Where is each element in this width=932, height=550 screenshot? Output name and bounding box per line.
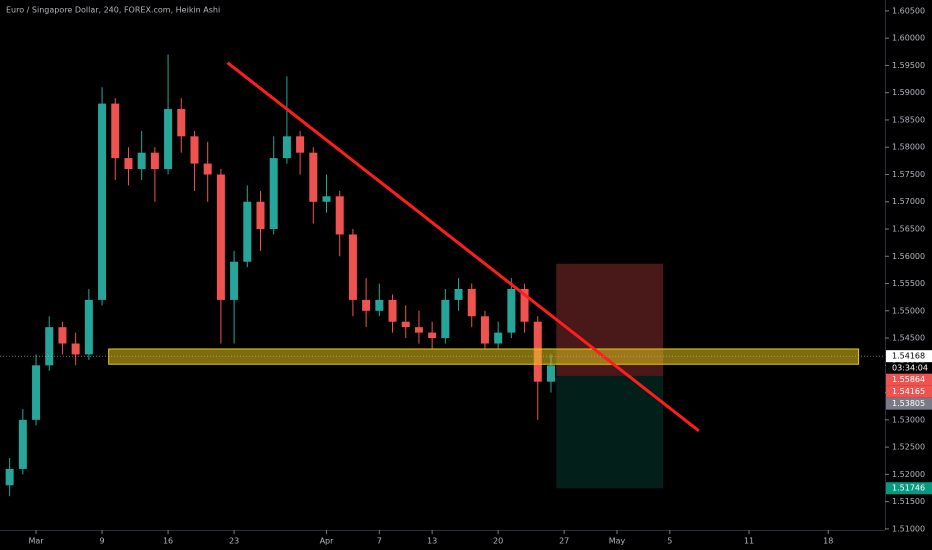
candle-body — [18, 419, 27, 469]
y-tick-label: 1.53000 — [892, 415, 925, 424]
candle-body — [335, 196, 344, 235]
candle-body — [124, 158, 133, 170]
price-tag-label: 1.55864 — [892, 375, 925, 384]
y-tick-label: 1.60000 — [892, 34, 925, 43]
candle-body — [467, 288, 476, 317]
x-tick-label: Apr — [320, 537, 335, 546]
y-tick-label: 1.59000 — [892, 88, 925, 97]
target-zone — [556, 375, 664, 489]
candle-body — [58, 327, 67, 344]
x-tick-label: 9 — [100, 537, 105, 546]
x-tick-label: 13 — [427, 537, 437, 546]
price-tag-label: 1.51746 — [892, 484, 925, 493]
candle-body — [203, 163, 212, 175]
candle-body — [256, 201, 265, 230]
y-tick-label: 1.52000 — [892, 470, 925, 479]
candle-body — [32, 365, 41, 420]
candle-body — [71, 343, 80, 355]
candle-body — [507, 288, 516, 333]
y-tick-label: 1.59500 — [892, 61, 925, 70]
candle-body — [98, 103, 107, 300]
price-tag — [886, 373, 932, 386]
price-tag-label: 1.54165 — [892, 387, 925, 396]
y-tick-label: 1.55500 — [892, 279, 925, 288]
candle-body — [45, 327, 54, 366]
x-tick-label: Mar — [28, 537, 44, 546]
candle-body — [414, 327, 423, 333]
candle-body — [480, 316, 489, 344]
price-tag-label: 1.53805 — [892, 399, 925, 408]
candle-body — [428, 332, 437, 339]
y-tick-label: 1.58000 — [892, 143, 925, 152]
countdown: 03:34:04 — [892, 364, 928, 373]
price-tag — [886, 362, 932, 374]
candle-body — [243, 201, 252, 262]
candle-body — [546, 365, 555, 382]
y-tick-label: 1.51500 — [892, 497, 925, 506]
y-tick-label: 1.54500 — [892, 334, 925, 343]
x-tick-label: 18 — [823, 537, 833, 546]
price-tag-label: 1.54168 — [892, 352, 925, 361]
candle-body — [309, 152, 318, 202]
candle-body — [348, 234, 357, 300]
candle-body — [494, 332, 503, 344]
chart-title: Euro / Singapore Dollar, 240, FOREX.com,… — [6, 6, 220, 15]
candle-body — [441, 299, 450, 339]
trend-line — [226, 61, 700, 432]
y-tick-label: 1.57500 — [892, 170, 925, 179]
candle-body — [401, 321, 410, 328]
support-zone — [108, 348, 860, 365]
x-tick-label: 27 — [559, 537, 569, 546]
x-tick-label: 11 — [744, 537, 754, 546]
x-tick-label: 16 — [163, 537, 173, 546]
candle-body — [454, 288, 463, 300]
x-tick-label: May — [609, 537, 626, 546]
candle-body — [190, 136, 199, 164]
price-tag — [886, 385, 932, 398]
candle-body — [5, 468, 14, 486]
candle-body — [375, 299, 384, 311]
y-tick-label: 1.56000 — [892, 252, 925, 261]
candle-body — [269, 158, 278, 230]
y-tick-label: 1.56500 — [892, 225, 925, 234]
candle-body — [111, 103, 120, 159]
candle-body — [164, 109, 173, 170]
x-tick-label: 7 — [377, 537, 382, 546]
y-tick-label: 1.57000 — [892, 197, 925, 206]
price-tag — [886, 482, 932, 495]
y-tick-label: 1.52500 — [892, 443, 925, 452]
candle-body — [177, 109, 186, 137]
y-tick-label: 1.51000 — [892, 524, 925, 533]
candle-body — [150, 152, 159, 170]
y-tick-label: 1.58500 — [892, 115, 925, 124]
candle-body — [322, 196, 331, 202]
candle-body — [282, 136, 291, 159]
price-tag — [886, 350, 932, 363]
candle-body — [296, 136, 305, 153]
candle-body — [362, 299, 371, 311]
x-tick-label: 5 — [667, 537, 672, 546]
candle-body — [230, 261, 239, 300]
price-tag — [886, 397, 932, 410]
candle-body — [388, 299, 397, 322]
y-tick-label: 1.55000 — [892, 306, 925, 315]
candle-body — [216, 174, 225, 300]
x-tick-label: 23 — [229, 537, 239, 546]
candle-body — [84, 299, 93, 355]
candle-body — [137, 152, 146, 170]
x-tick-label: 20 — [493, 537, 503, 546]
candle-body — [520, 288, 529, 322]
y-tick-label: 1.60500 — [892, 6, 925, 15]
